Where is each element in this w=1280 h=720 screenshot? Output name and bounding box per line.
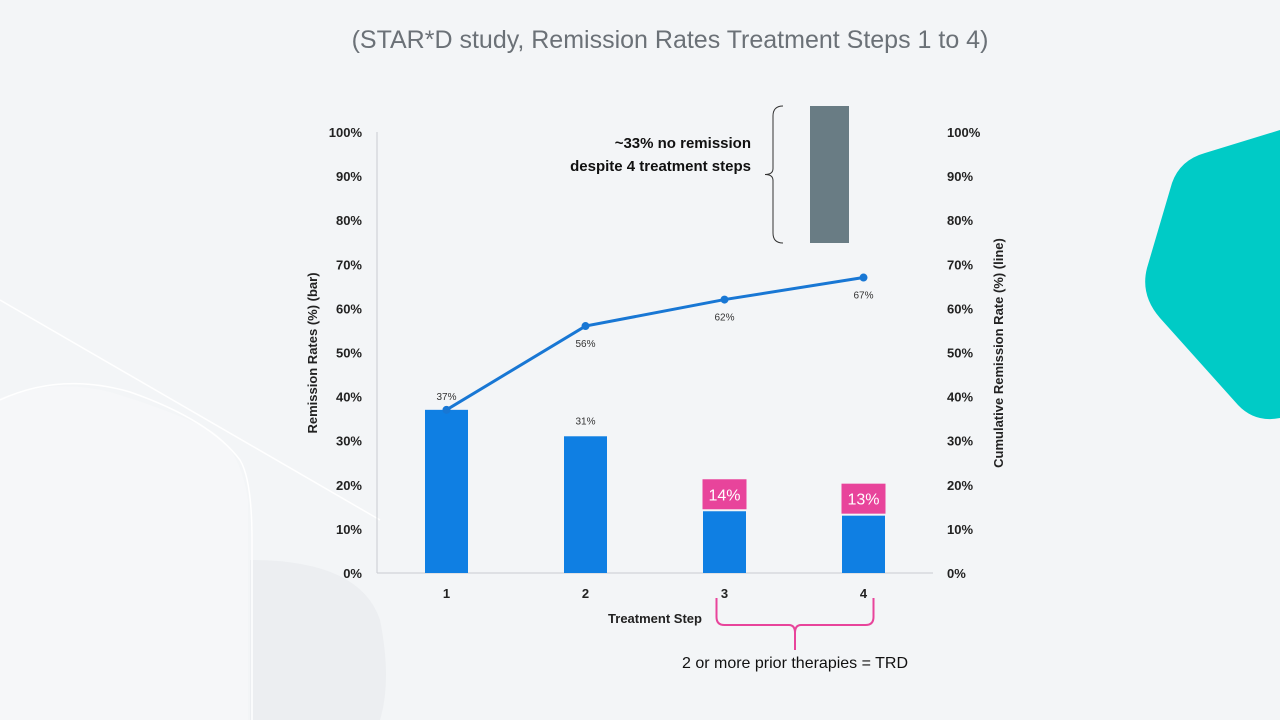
- line-point: [581, 322, 590, 331]
- y-tick-label: 70%: [336, 257, 362, 272]
- bar-value-badge: [702, 479, 747, 510]
- y2-tick-label: 80%: [947, 213, 973, 228]
- y2-axis-title: Cumulative Remission Rate (%) (line): [991, 238, 1006, 468]
- y2-tick-label: 20%: [947, 478, 973, 493]
- bar-step-1: [425, 409, 468, 573]
- no-remission-text-line1: ~33% no remission: [615, 135, 751, 152]
- x-tick-label: 4: [860, 586, 868, 601]
- thin-decorative-curve: [0, 382, 253, 720]
- y-tick-label: 20%: [336, 478, 362, 493]
- y-tick-label: 90%: [336, 169, 362, 184]
- y2-tick-label: 70%: [947, 257, 973, 272]
- line-value-label: 67%: [853, 291, 873, 302]
- bar-value-badge: [841, 483, 886, 514]
- thin-decorative-line: [0, 299, 381, 521]
- y-tick-label: 100%: [329, 125, 363, 140]
- white-curve-shape: [0, 386, 248, 720]
- y-axis-title: Remission Rates (%) (bar): [305, 272, 320, 433]
- trd-brace: [715, 598, 875, 650]
- y2-tick-label: 40%: [947, 390, 973, 405]
- y2-tick-label: 50%: [947, 346, 973, 361]
- y-tick-label: 10%: [336, 522, 362, 537]
- y-tick-label: 80%: [336, 213, 362, 228]
- line-value-label: 37%: [436, 392, 456, 403]
- cumulative-line: [445, 276, 864, 412]
- x-tick-label: 2: [582, 586, 589, 601]
- line-value-label: 62%: [714, 313, 734, 324]
- line-point: [442, 405, 451, 414]
- line-value-label: 56%: [575, 339, 595, 350]
- white-curve-shape-lower: [250, 560, 386, 720]
- bar-step-4: [842, 515, 885, 573]
- y2-tick-label: 90%: [947, 169, 973, 184]
- y-tick-label: 40%: [336, 390, 362, 405]
- bar-step-3: [703, 511, 746, 573]
- y2-tick-label: 0%: [947, 566, 966, 581]
- y-tick-label: 60%: [336, 301, 362, 316]
- no-remission-brace: [764, 105, 784, 244]
- x-tick-label: 3: [721, 586, 728, 601]
- y2-tick-label: 100%: [947, 125, 981, 140]
- slide-title: (STAR*D study, Remission Rates Treatment…: [351, 26, 989, 54]
- y2-tick-label: 30%: [947, 434, 973, 449]
- y-tick-label: 0%: [343, 566, 362, 581]
- y-tick-label: 30%: [336, 434, 362, 449]
- y2-tick-label: 10%: [947, 522, 973, 537]
- x-tick-label: 1: [443, 586, 450, 601]
- no-remission-text-line2: despite 4 treatment steps: [570, 158, 751, 175]
- y2-tick-label: 60%: [947, 301, 973, 316]
- trd-label: 2 or more prior therapies = TRD: [682, 655, 908, 672]
- line-point: [859, 273, 868, 282]
- bar-value-label: 31%: [575, 416, 595, 427]
- y-tick-label: 50%: [336, 346, 362, 361]
- bar-step-2: [564, 436, 607, 573]
- bar-value-label: 13%: [847, 492, 879, 509]
- line-point: [720, 295, 729, 304]
- no-remission-bar: [810, 106, 849, 243]
- x-axis-title: Treatment Step: [608, 611, 702, 626]
- bar-value-label: 14%: [708, 487, 740, 504]
- teal-hexagon-shape: [1145, 130, 1280, 420]
